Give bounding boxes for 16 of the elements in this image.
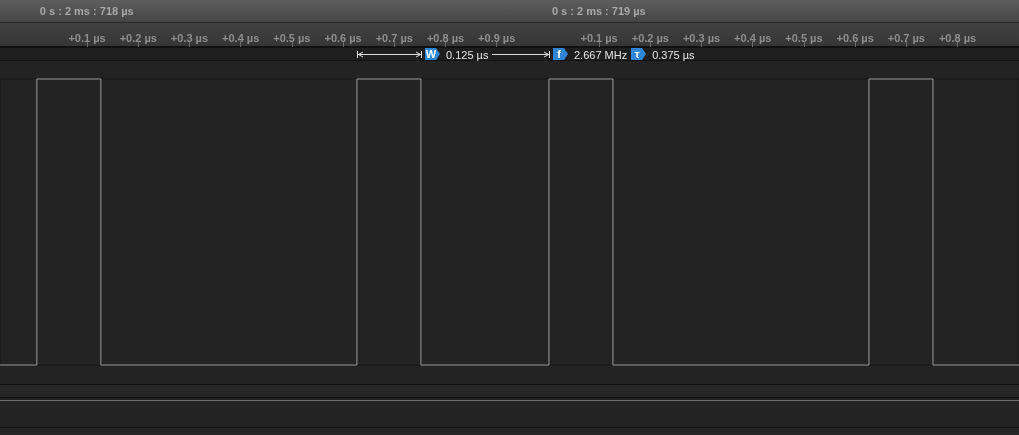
text: 0.375 µs: [652, 49, 696, 61]
x-axis-title: 0 s : 2 ms : 718 µs: [39, 5, 134, 17]
x-tick-label: +0.6 µs: [324, 31, 362, 44]
x-tick-label: +0.4 µs: [222, 31, 260, 44]
x-tick-label: +0.5 µs: [273, 31, 311, 44]
x-tick-label: +0.1 µs: [68, 31, 106, 44]
x2-axis-title: 0 s : 2 ms : 719 µs: [551, 5, 646, 17]
x-tick-label: +0.3 µs: [170, 31, 209, 44]
x-tick-label: +0.7 µs: [375, 31, 413, 44]
text: τ: [634, 48, 640, 60]
x-tick-label: +0.8 µs: [426, 31, 465, 44]
x-tick-label: +0.9 µs: [478, 31, 516, 44]
text: f: [557, 48, 562, 60]
x-tick-label: +0.2 µs: [119, 31, 157, 44]
text: 2.667 MHz: [574, 49, 628, 61]
text: 0.125 µs: [446, 49, 489, 61]
